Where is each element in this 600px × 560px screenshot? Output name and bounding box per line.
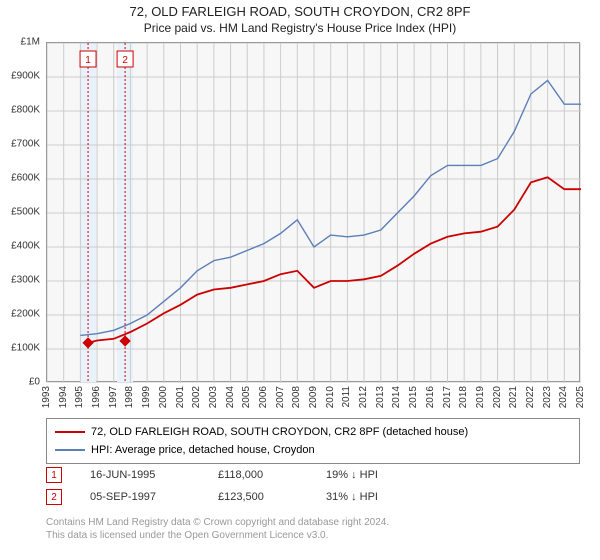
x-tick-label: 2003 xyxy=(208,386,219,408)
x-tick-label: 2020 xyxy=(492,386,503,408)
x-tick-label: 2014 xyxy=(391,386,402,408)
footer-attribution: Contains HM Land Registry data © Crown c… xyxy=(46,516,389,542)
legend-swatch xyxy=(55,431,85,433)
legend-row: 72, OLD FARLEIGH ROAD, SOUTH CROYDON, CR… xyxy=(55,423,571,441)
chart-title-block: 72, OLD FARLEIGH ROAD, SOUTH CROYDON, CR… xyxy=(0,0,600,35)
y-tick-label: £1M xyxy=(21,37,40,48)
y-tick-label: £900K xyxy=(11,71,40,82)
footer-line: This data is licensed under the Open Gov… xyxy=(46,529,389,542)
x-tick-label: 2008 xyxy=(291,386,302,408)
x-tick-label: 2010 xyxy=(325,386,336,408)
x-tick-label: 2009 xyxy=(308,386,319,408)
x-tick-label: 2016 xyxy=(425,386,436,408)
transaction-marker: 2 xyxy=(46,489,62,505)
x-tick-label: 2011 xyxy=(341,386,352,408)
x-tick-label: 2013 xyxy=(375,386,386,408)
y-tick-label: £400K xyxy=(11,241,40,252)
transaction-price: £123,500 xyxy=(218,491,298,503)
x-tick-label: 1996 xyxy=(91,386,102,408)
x-tick-label: 2005 xyxy=(241,386,252,408)
chart-title: 72, OLD FARLEIGH ROAD, SOUTH CROYDON, CR… xyxy=(0,4,600,19)
legend-label: HPI: Average price, detached house, Croy… xyxy=(91,444,315,456)
chart-subtitle: Price paid vs. HM Land Registry's House … xyxy=(0,21,600,35)
table-row: 2 05-SEP-1997 £123,500 31% ↓ HPI xyxy=(46,486,580,508)
y-tick-label: £100K xyxy=(11,343,40,354)
chart-area: 12 £0£100K£200K£300K£400K£500K£600K£700K… xyxy=(46,42,580,382)
y-tick-label: £0 xyxy=(29,377,40,388)
x-tick-label: 2019 xyxy=(475,386,486,408)
x-tick-label: 2018 xyxy=(458,386,469,408)
transaction-diff: 31% ↓ HPI xyxy=(326,491,416,503)
legend-row: HPI: Average price, detached house, Croy… xyxy=(55,441,571,459)
legend-label: 72, OLD FARLEIGH ROAD, SOUTH CROYDON, CR… xyxy=(91,426,468,438)
footer-line: Contains HM Land Registry data © Crown c… xyxy=(46,516,389,529)
x-tick-label: 2007 xyxy=(275,386,286,408)
x-tick-label: 2012 xyxy=(358,386,369,408)
transaction-price: £118,000 xyxy=(218,469,298,481)
x-tick-label: 1998 xyxy=(124,386,135,408)
x-tick-label: 2004 xyxy=(225,386,236,408)
svg-text:1: 1 xyxy=(85,55,91,66)
x-tick-label: 2000 xyxy=(158,386,169,408)
x-tick-label: 1994 xyxy=(58,386,69,408)
x-tick-label: 2015 xyxy=(408,386,419,408)
x-tick-label: 2017 xyxy=(442,386,453,408)
transaction-diff: 19% ↓ HPI xyxy=(326,469,416,481)
x-tick-label: 1999 xyxy=(141,386,152,408)
x-tick-label: 2022 xyxy=(525,386,536,408)
chart-svg: 12 xyxy=(47,43,581,383)
legend: 72, OLD FARLEIGH ROAD, SOUTH CROYDON, CR… xyxy=(46,418,580,464)
plot-area: 12 xyxy=(46,42,580,382)
y-tick-label: £800K xyxy=(11,105,40,116)
y-tick-label: £200K xyxy=(11,309,40,320)
transaction-marker: 1 xyxy=(46,467,62,483)
transaction-date: 16-JUN-1995 xyxy=(90,469,190,481)
x-tick-label: 2021 xyxy=(508,386,519,408)
transactions-table: 1 16-JUN-1995 £118,000 19% ↓ HPI 2 05-SE… xyxy=(46,464,580,508)
y-tick-label: £600K xyxy=(11,173,40,184)
y-tick-label: £700K xyxy=(11,139,40,150)
x-tick-label: 2025 xyxy=(575,386,586,408)
table-row: 1 16-JUN-1995 £118,000 19% ↓ HPI xyxy=(46,464,580,486)
x-tick-label: 1997 xyxy=(108,386,119,408)
x-tick-label: 2002 xyxy=(191,386,202,408)
x-tick-label: 2023 xyxy=(542,386,553,408)
x-tick-label: 2006 xyxy=(258,386,269,408)
x-tick-label: 2024 xyxy=(558,386,569,408)
transaction-date: 05-SEP-1997 xyxy=(90,491,190,503)
x-tick-label: 2001 xyxy=(175,386,186,408)
y-tick-label: £300K xyxy=(11,275,40,286)
y-tick-label: £500K xyxy=(11,207,40,218)
x-tick-label: 1993 xyxy=(41,386,52,408)
x-tick-label: 1995 xyxy=(74,386,85,408)
svg-text:2: 2 xyxy=(122,55,128,66)
legend-swatch xyxy=(55,449,85,451)
